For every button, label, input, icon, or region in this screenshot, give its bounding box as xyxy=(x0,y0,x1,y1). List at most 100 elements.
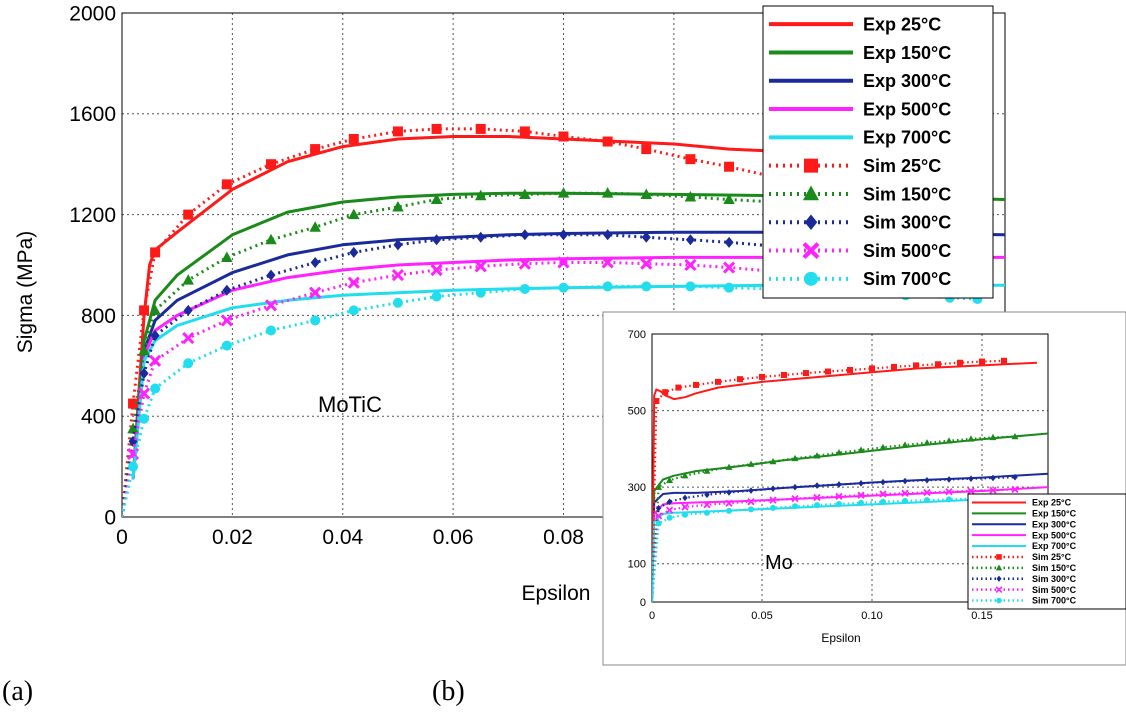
series-exp-500 xyxy=(131,255,1005,480)
y-tick-label: 700 xyxy=(628,329,646,341)
data-point-marker xyxy=(1012,473,1018,481)
legend-entry-label: Exp 300°C xyxy=(1032,519,1077,529)
data-point-marker xyxy=(769,457,777,465)
data-point-marker xyxy=(825,368,831,375)
data-point-marker xyxy=(724,236,734,248)
data-point-marker xyxy=(183,209,194,220)
data-point-marker xyxy=(641,231,651,243)
data-point-marker xyxy=(748,487,754,494)
data-point-marker xyxy=(310,256,320,268)
data-point-marker xyxy=(967,487,975,495)
data-point-marker xyxy=(685,154,696,165)
data-point-marker xyxy=(726,489,732,496)
data-point-marker xyxy=(681,503,689,511)
data-point-marker xyxy=(685,281,696,292)
data-point-marker xyxy=(221,179,232,190)
data-point-marker xyxy=(150,330,160,342)
data-point-marker xyxy=(935,361,941,368)
y-tick-label: 2000 xyxy=(69,2,116,25)
data-point-marker xyxy=(348,305,359,316)
data-point-marker xyxy=(654,512,663,520)
data-point-marker xyxy=(1011,433,1019,440)
data-point-marker xyxy=(601,256,614,269)
series-sim-300 xyxy=(652,473,1018,602)
data-point-marker xyxy=(309,221,321,232)
data-point-marker xyxy=(149,304,161,315)
data-point-marker xyxy=(748,506,754,513)
series-exp-700 xyxy=(131,283,1005,480)
series-exp-150 xyxy=(131,191,1005,480)
series-line xyxy=(652,361,1038,602)
data-point-marker xyxy=(781,371,787,378)
data-point-marker xyxy=(127,422,139,434)
data-point-marker xyxy=(265,233,277,245)
data-point-marker xyxy=(474,260,487,273)
data-point-marker xyxy=(723,261,736,274)
data-point-marker xyxy=(726,507,732,514)
series-dotted-line xyxy=(122,233,978,517)
chart-annotation: MoTiC xyxy=(318,392,382,417)
data-point-marker xyxy=(704,491,710,499)
data-point-marker xyxy=(139,367,149,379)
data-point-marker xyxy=(1011,485,1019,494)
data-point-marker xyxy=(813,452,821,459)
data-point-marker xyxy=(430,193,443,204)
data-point-marker xyxy=(640,257,653,270)
data-point-marker xyxy=(857,446,865,453)
data-point-marker xyxy=(703,501,711,509)
data-point-marker xyxy=(957,359,963,366)
data-point-marker xyxy=(662,389,669,396)
data-point-marker xyxy=(557,256,570,269)
data-point-marker xyxy=(857,491,865,499)
data-point-marker xyxy=(431,291,442,302)
data-point-marker xyxy=(601,187,614,198)
series-sim-500 xyxy=(652,485,1019,602)
data-point-marker xyxy=(902,477,908,485)
data-point-marker xyxy=(803,370,809,377)
x-tick-label: 0.06 xyxy=(433,526,474,549)
data-point-marker xyxy=(602,281,613,292)
legend-entry-label: Sim 300°C xyxy=(863,213,951,233)
data-point-marker xyxy=(138,344,150,356)
data-point-marker xyxy=(474,189,487,201)
data-point-marker xyxy=(139,413,150,424)
legend-entry-label: Exp 500°C xyxy=(863,99,951,119)
legend-marker xyxy=(804,214,818,230)
data-point-marker xyxy=(183,304,193,316)
data-point-marker xyxy=(792,503,798,510)
data-point-marker xyxy=(924,497,930,504)
legend-marker xyxy=(996,575,1002,582)
series-line xyxy=(131,191,1005,480)
data-point-marker xyxy=(149,354,162,367)
legend-entry-label: Exp 150°C xyxy=(1032,509,1077,519)
data-point-marker xyxy=(139,305,150,316)
panel-label-a: (a) xyxy=(2,676,34,707)
data-point-marker xyxy=(724,282,735,293)
y-tick-label: 0 xyxy=(640,597,646,609)
data-point-marker xyxy=(685,234,695,246)
series-sim-700 xyxy=(122,281,983,517)
data-point-marker xyxy=(128,398,139,409)
data-point-marker xyxy=(182,274,194,285)
y-tick-label: 400 xyxy=(81,406,116,429)
data-point-marker xyxy=(602,136,613,147)
x-tick-label: 0.08 xyxy=(543,526,584,549)
legend-marker xyxy=(802,185,820,201)
data-point-marker xyxy=(946,476,952,483)
data-point-marker xyxy=(684,190,697,202)
data-point-marker xyxy=(835,492,843,500)
data-point-marker xyxy=(475,287,486,298)
legend-marker xyxy=(996,554,1002,560)
data-point-marker xyxy=(655,483,663,490)
data-point-marker xyxy=(641,281,652,292)
y-tick-label: 500 xyxy=(628,405,646,417)
data-point-marker xyxy=(347,276,360,289)
data-point-marker xyxy=(879,490,887,498)
plot-series xyxy=(652,357,1048,602)
series-sim-25 xyxy=(652,357,1007,602)
x-tick-label: 0.05 xyxy=(751,610,772,622)
data-point-marker xyxy=(221,340,232,351)
data-point-marker xyxy=(349,246,359,258)
data-point-marker xyxy=(682,494,688,502)
legend-entry-label: Sim 150°C xyxy=(863,184,951,204)
